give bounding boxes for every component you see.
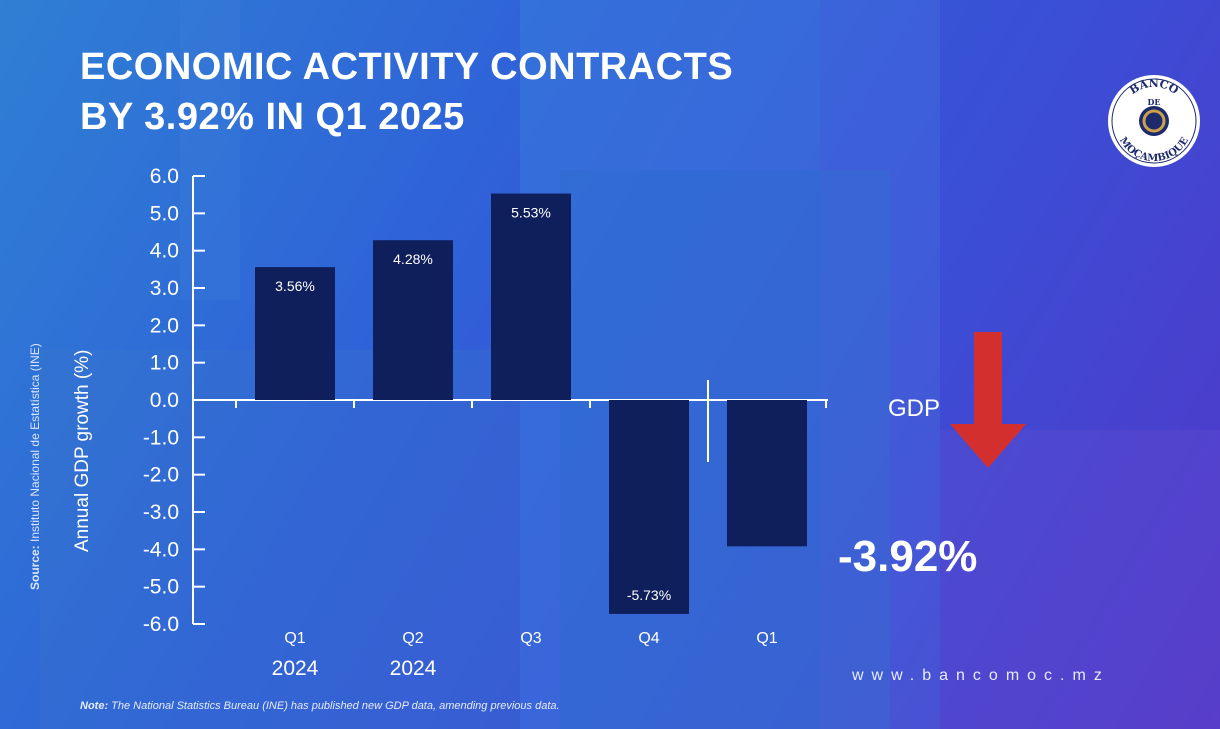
logo-text-middle: DE — [1147, 97, 1160, 107]
data-label: -5.73% — [627, 587, 671, 603]
data-label: 5.53% — [511, 205, 551, 221]
x-category-label: Q3 — [520, 630, 541, 647]
bar-3 — [491, 193, 571, 400]
data-label: 4.28% — [393, 251, 433, 267]
y-tick-label: -1.0 — [143, 426, 179, 449]
y-tick-label: -5.0 — [143, 576, 179, 599]
y-tick-label: -6.0 — [143, 613, 179, 636]
y-tick-label: -3.0 — [143, 501, 179, 524]
gdp-callout-value: -3.92% — [838, 532, 978, 581]
bar-4 — [609, 400, 689, 614]
note-text: The National Statistics Bureau (INE) has… — [111, 700, 560, 712]
x-category-label: Q2 — [402, 630, 423, 647]
x-year-label: 2024 — [272, 657, 319, 680]
y-tick-label: 2.0 — [150, 314, 179, 337]
x-category-label: Q1 — [756, 630, 777, 647]
title-line-2: BY 3.92% IN Q1 2025 — [80, 96, 465, 138]
logo-text-top: BANCO — [1127, 77, 1181, 97]
banco-de-mocambique-seal-icon: BANCO DE MOÇAMBIQUE — [1108, 75, 1200, 167]
y-tick-label: 0.0 — [150, 389, 179, 412]
chart-title: ECONOMIC ACTIVITY CONTRACTS BY 3.92% IN … — [80, 42, 733, 142]
y-tick-label: 6.0 — [150, 165, 179, 188]
title-line-1: ECONOMIC ACTIVITY CONTRACTS — [80, 46, 734, 88]
x-category-label: Q4 — [638, 630, 659, 647]
note-label: Note: — [80, 700, 109, 712]
footer-note: Note: The National Statistics Bureau (IN… — [80, 700, 560, 712]
bar-5 — [727, 400, 807, 547]
gdp-callout-label: GDP — [888, 395, 941, 422]
bar-1 — [255, 267, 335, 400]
y-tick-label: 3.0 — [150, 277, 179, 300]
y-tick-label: 1.0 — [150, 352, 179, 375]
bar-2 — [373, 240, 453, 400]
y-tick-label: 5.0 — [150, 202, 179, 225]
y-tick-label: 4.0 — [150, 240, 179, 263]
website-url: www.bancomoc.mz — [852, 667, 1110, 684]
down-arrow-icon — [950, 332, 1026, 468]
x-category-label: Q1 — [284, 630, 305, 647]
y-tick-label: -4.0 — [143, 538, 179, 561]
x-year-label: 2024 — [390, 657, 437, 680]
y-tick-label: -2.0 — [143, 464, 179, 487]
data-label: 3.56% — [275, 278, 315, 294]
